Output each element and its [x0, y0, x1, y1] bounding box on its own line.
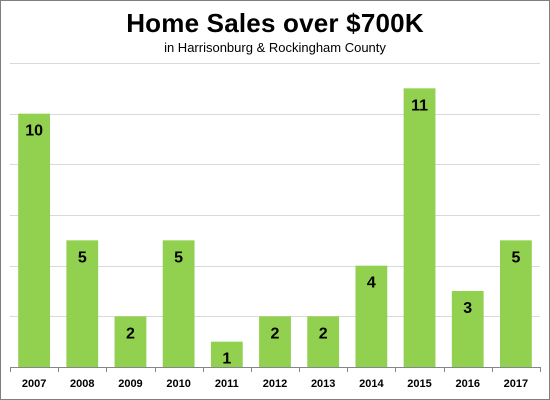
chart-subtitle: in Harrisonburg & Rockingham County [164, 40, 386, 55]
x-tick-label-2016: 2016 [455, 378, 479, 390]
data-label-2007: 10 [25, 123, 43, 140]
x-tick-label-2010: 2010 [166, 378, 190, 390]
x-tick-label-2017: 2017 [504, 378, 528, 390]
x-tick-label-2014: 2014 [359, 378, 384, 390]
data-label-2016: 3 [463, 300, 472, 317]
data-label-2008: 5 [78, 249, 87, 266]
bar-2014 [355, 265, 388, 367]
x-tick-label-2015: 2015 [407, 378, 431, 390]
data-labels: 10 5 2 5 1 2 2 4 11 3 5 [25, 97, 520, 367]
data-label-2011: 1 [222, 351, 231, 368]
bar-2013 [307, 316, 340, 367]
data-label-2017: 5 [511, 249, 520, 266]
gridlines [10, 63, 540, 317]
x-tick-label-2012: 2012 [263, 378, 287, 390]
chart-title: Home Sales over $700K [126, 8, 424, 38]
bar-2008 [66, 240, 99, 367]
bar-2009 [114, 316, 147, 367]
bar-2015 [403, 88, 436, 367]
x-axis: 2007 2008 2009 2010 2011 2012 2013 2014 2015 2016… [10, 367, 541, 390]
bar-2011 [210, 341, 243, 367]
data-label-2015: 11 [411, 97, 428, 114]
x-tick-label-2011: 2011 [215, 378, 239, 390]
bar-2017 [500, 240, 532, 367]
bars [18, 88, 532, 368]
data-label-2013: 2 [319, 325, 328, 342]
data-label-2012: 2 [271, 325, 280, 342]
data-label-2014: 4 [367, 275, 376, 292]
data-label-2009: 2 [126, 325, 135, 342]
bar-2010 [162, 240, 195, 367]
x-tick-label-2008: 2008 [70, 378, 94, 390]
x-tick-label-2009: 2009 [118, 378, 142, 390]
bar-2007 [18, 113, 50, 368]
data-label-2010: 5 [174, 249, 183, 266]
bar-2012 [259, 316, 291, 367]
bar-2016 [451, 291, 484, 367]
x-tick-label-2013: 2013 [311, 378, 335, 390]
x-tick-label-2007: 2007 [22, 378, 46, 390]
